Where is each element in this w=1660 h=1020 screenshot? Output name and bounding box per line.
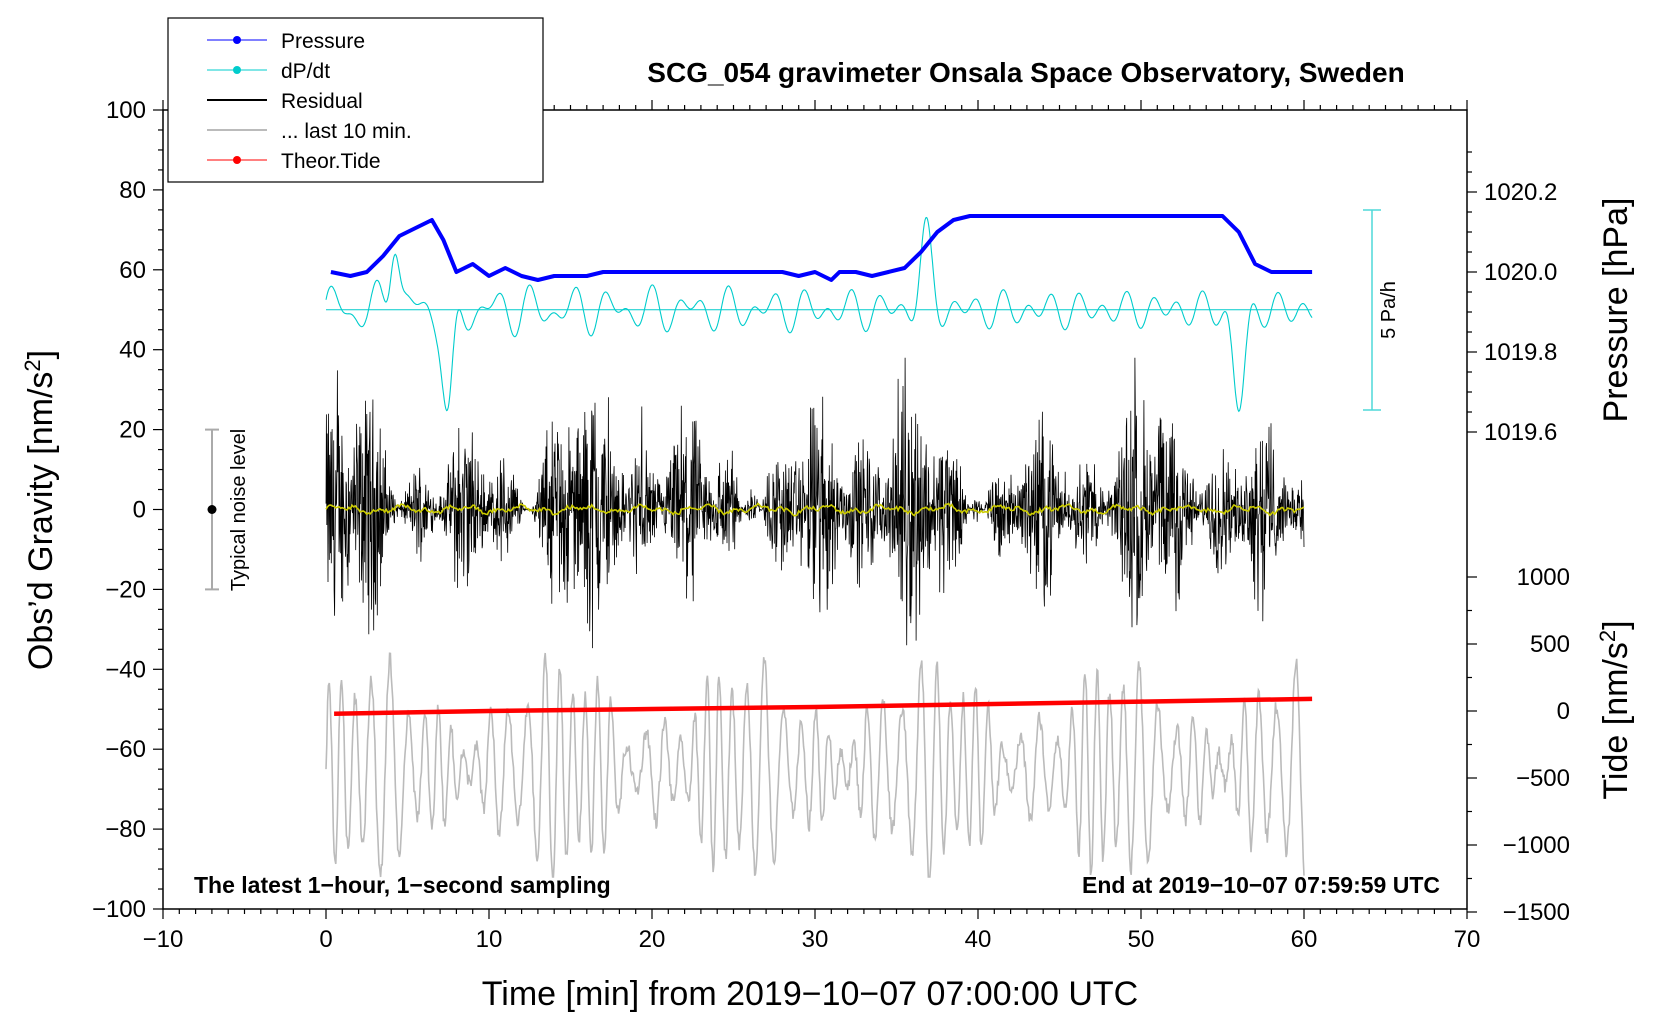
x-tick-label: 30	[802, 926, 829, 953]
y-tick-label: −60	[105, 736, 146, 763]
x-tick-label: 50	[1128, 926, 1155, 953]
noise-center-dot	[207, 505, 217, 514]
scale-bar-label: 5 Pa/h	[1378, 281, 1400, 339]
residual-mean-line	[325, 502, 1305, 517]
x-tick-label: 10	[476, 926, 503, 953]
residual-series	[325, 357, 1305, 649]
y-axis-title-left-sup: 2	[20, 359, 45, 371]
dpdt-series	[325, 216, 1313, 413]
y-axis-title-left-main: Obs’d Gravity [nm/s	[22, 372, 60, 671]
legend-entry-dpdt: dP/dt	[207, 60, 330, 83]
x-tick-label: 70	[1454, 926, 1481, 953]
tide-tick-label: −1500	[1503, 899, 1570, 926]
legend-entry-pressure: Pressure	[207, 30, 365, 53]
pressure-line	[330, 214, 1313, 282]
noise-level-label: Typical noise level	[228, 429, 250, 591]
x-tick-label: 60	[1291, 926, 1318, 953]
y-tick-label: −100	[92, 896, 146, 923]
y-tick-label: 40	[119, 337, 146, 364]
axis-ticks: −10 0 10 20 30 40 50 60 70−100−80−60−40−20020406…	[92, 97, 1570, 953]
sampling-note: The latest 1−hour, 1−second sampling	[194, 872, 611, 898]
tide-tick-label: 1000	[1517, 564, 1570, 591]
x-tick-label: 0	[319, 926, 332, 953]
legend-entry-residual: Residual	[207, 90, 363, 113]
legend: Pressure dP/dt Residual ... last 10 min.…	[167, 17, 544, 183]
noise-level-indicator: Typical noise level	[205, 428, 250, 591]
y-tick-label: 100	[106, 97, 146, 124]
last-10-min-series	[325, 652, 1305, 878]
y-tick-label: 0	[133, 497, 146, 524]
tide-tick-label: −500	[1516, 765, 1570, 792]
legend-label-pressure: Pressure	[281, 30, 365, 53]
pressure-tick-label: 1019.8	[1484, 339, 1557, 366]
legend-entry-theor-tide: Theor.Tide	[207, 150, 381, 173]
legend-entry-last-10-min: ... last 10 min.	[207, 120, 412, 143]
y-axis-title-tide: Tide [nm/s2]	[1595, 620, 1636, 799]
tide-tick-label: 0	[1557, 698, 1570, 725]
y-tick-label: −20	[105, 576, 146, 603]
x-axis-title: Time [min] from 2019−10−07 07:00:00 UTC	[482, 975, 1138, 1013]
dpdt-scale-bar: 5 Pa/h	[1363, 209, 1400, 411]
tide-series	[334, 696, 1313, 716]
legend-marker-pressure	[233, 36, 241, 44]
pressure-tick-label: 1019.6	[1484, 419, 1557, 446]
y-tick-label: −80	[105, 816, 146, 843]
legend-label-residual: Residual	[281, 90, 363, 113]
legend-label-last-10-min: ... last 10 min.	[281, 120, 412, 143]
x-tick-label: −10	[143, 926, 184, 953]
y-axis-title-left-end: ]	[22, 350, 60, 359]
legend-marker-dpdt	[233, 66, 241, 74]
theor-tide-line	[334, 696, 1313, 716]
y-tick-label: 60	[119, 257, 146, 284]
y-axis-title-pressure: Pressure [hPa]	[1597, 198, 1635, 423]
legend-label-dpdt: dP/dt	[281, 60, 330, 83]
y-tick-label: −40	[105, 656, 146, 683]
x-tick-label: 20	[639, 926, 666, 953]
legend-marker-theor-tide	[233, 156, 241, 164]
pressure-series	[330, 214, 1313, 282]
residual-mean-series	[325, 502, 1305, 517]
y-axis-title-left: Obs’d Gravity [nm/s2]	[20, 350, 61, 670]
pressure-tick-label: 1020.0	[1484, 259, 1557, 286]
legend-label-theor-tide: Theor.Tide	[281, 150, 381, 173]
residual-line	[325, 357, 1305, 649]
y-axis-title-tide-main: Tide [nm/s	[1597, 642, 1635, 799]
tide-tick-label: −1000	[1503, 832, 1570, 859]
tide-tick-label: 500	[1530, 631, 1570, 658]
y-tick-label: 80	[119, 177, 146, 204]
dpdt-line	[325, 216, 1313, 413]
y-axis-title-tide-sup: 2	[1595, 630, 1620, 642]
y-axis-title-tide-end: ]	[1597, 620, 1635, 629]
pressure-tick-label: 1020.2	[1484, 179, 1557, 206]
y-tick-label: 20	[119, 417, 146, 444]
x-tick-label: 40	[965, 926, 992, 953]
chart-title: SCG_054 gravimeter Onsala Space Observat…	[647, 57, 1404, 88]
end-time-note: End at 2019−10−07 07:59:59 UTC	[1082, 872, 1440, 898]
last-10-min-line	[325, 652, 1305, 878]
